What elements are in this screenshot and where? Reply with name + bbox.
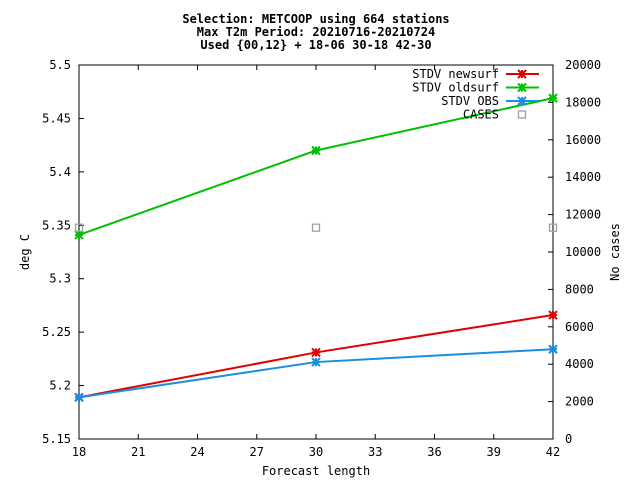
y2-tick-label: 0 [565,432,572,446]
x-tick-label: 33 [368,445,382,459]
y2-tick-label: 10000 [565,245,601,259]
y-tick-label: 5.35 [42,218,71,232]
y2-tick-label: 6000 [565,320,594,334]
y-tick-label: 5.45 [42,111,71,125]
series-lines [74,93,558,403]
x-tick-label: 27 [250,445,264,459]
x-tick-label: 30 [309,445,323,459]
data-point [548,310,558,320]
x-tick-label: 42 [546,445,560,459]
data-point [311,357,321,367]
y2-tick-label: 12000 [565,208,601,222]
y-tick-label: 5.5 [49,58,71,72]
y-tick-label: 5.15 [42,432,71,446]
x-tick-label: 39 [487,445,501,459]
y-tick-label: 5.3 [49,272,71,286]
legend-key [506,96,539,106]
data-point [74,230,84,240]
legend-label: STDV newsurf [412,67,499,81]
chart-title-line: Used {00,12} + 18-06 30-18 42-30 [200,38,431,52]
y2-tick-label: 4000 [565,357,594,371]
series-cases [74,223,558,232]
data-point [311,145,321,156]
x-axis-label: Forecast length [262,464,370,478]
y2-tick-label: 8000 [565,282,594,296]
y-tick-label: 5.4 [49,165,71,179]
legend-marker [517,82,527,93]
x-tick-label: 21 [131,445,145,459]
y2-tick-label: 16000 [565,133,601,147]
data-point [548,223,558,232]
y-axis-label: deg C [18,234,32,270]
chart-title: Selection: METCOOP using 664 stationsMax… [182,12,449,52]
chart-title-line: Selection: METCOOP using 664 stations [182,12,449,26]
chart-title-line: Max T2m Period: 20210716-20210724 [197,25,435,39]
y2-tick-label: 14000 [565,170,601,184]
legend-label: CASES [463,108,499,122]
y-tick-label: 5.25 [42,325,71,339]
x-tick-label: 18 [72,445,86,459]
y2-tick-label: 20000 [565,58,601,72]
y2-axis-label: No cases [608,223,622,281]
data-point [74,392,84,403]
legend-marker [517,96,527,106]
x-tick-label: 24 [190,445,204,459]
legend-label: STDV OBS [441,94,499,108]
y2-tick-label: 18000 [565,95,601,109]
legend-key [506,82,539,93]
data-point [311,347,321,358]
y2-tick-label: 2000 [565,395,594,409]
legend-marker [517,110,527,119]
data-point [548,93,558,103]
legend-key [506,69,539,79]
x-tick-label: 36 [427,445,441,459]
legend-marker [517,69,527,79]
legend-key [517,110,527,119]
legend-label: STDV oldsurf [412,81,499,95]
data-point [311,223,321,232]
series-stdv-oldsurf [74,93,558,240]
data-point [548,344,558,354]
y-tick-label: 5.2 [49,379,71,393]
data-point [74,223,84,232]
axis-ticks: 18 21 24 27 30 33 36 39 425.155.25.255.35.355.45… [42,58,601,459]
series-stdv-obs [74,344,558,403]
series-line [78,348,554,399]
